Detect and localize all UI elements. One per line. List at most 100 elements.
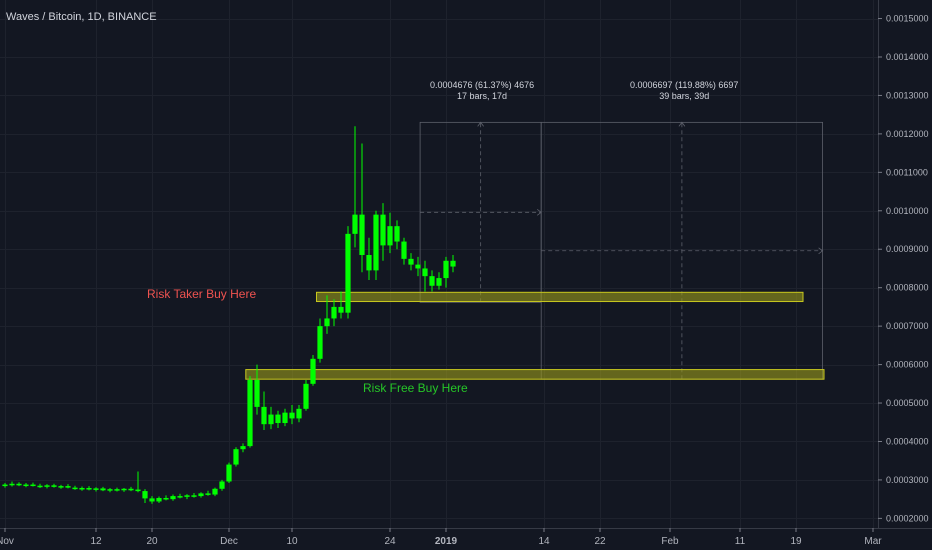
candle-body [135, 489, 141, 492]
candle-body [226, 464, 232, 482]
candle-body [65, 486, 71, 488]
candle-body [233, 449, 239, 465]
candle-body [72, 487, 78, 490]
price-tick-label: 0.0004000 [886, 436, 929, 446]
candle-body [401, 241, 407, 259]
candle-body [163, 498, 169, 500]
candle-body [37, 485, 43, 488]
time-tick-label: 12 [90, 536, 102, 547]
candle-body [30, 484, 36, 487]
candle-body [177, 496, 183, 498]
time-axis[interactable]: Nov 12 20 Dec 10 24 2019 14 22 Feb 11 19 Mar [0, 528, 882, 547]
time-tick-label: 19 [790, 536, 802, 547]
candle-body [436, 278, 442, 286]
candle-body [205, 493, 211, 495]
time-tick-label: Feb [661, 536, 679, 547]
price-tick-label: 0.0011000 [886, 167, 928, 177]
candle-body [121, 488, 127, 491]
candle-body [247, 379, 253, 447]
candle-body [450, 260, 456, 267]
candle-body [443, 260, 449, 279]
candle-body [380, 214, 386, 246]
time-tick-label: 22 [594, 536, 606, 547]
candle-body [240, 446, 246, 450]
measure-1-price: 0.0004676 (61.37%) 4676 [430, 80, 535, 90]
price-tick-label: 0.0005000 [886, 398, 929, 408]
risk-taker-label: Risk Taker Buy Here [147, 287, 257, 301]
candle-body [303, 383, 309, 409]
measure-2-bars: 39 bars, 39d [659, 91, 710, 101]
candle-body [212, 488, 218, 495]
price-tick-label: 0.0006000 [886, 360, 929, 370]
candle-body [149, 498, 155, 502]
price-tick-label: 0.0003000 [886, 475, 929, 485]
measure-2-arrow-right [818, 247, 824, 255]
candle-body [16, 483, 22, 486]
candle-body [261, 406, 267, 425]
candle-body [338, 306, 344, 313]
price-tick-label: 0.0008000 [886, 283, 929, 293]
candle-body [170, 496, 176, 500]
risk-free-label: Risk Free Buy Here [363, 381, 468, 395]
candles [2, 126, 456, 504]
measure-2-price: 0.0006697 (119.88%) 6697 [630, 80, 739, 90]
candle-body [415, 264, 421, 269]
candle-body [198, 493, 204, 497]
candle-body [9, 483, 15, 486]
candle-body [352, 214, 358, 234]
price-tick-label: 0.0014000 [886, 52, 929, 62]
candle-body [100, 488, 106, 491]
time-tick-label: 24 [384, 536, 396, 547]
time-tick-label: Nov [0, 536, 14, 547]
measure-tools [419, 121, 824, 380]
price-tick-label: 0.0013000 [886, 90, 929, 100]
measure-1-bars: 17 bars, 17d [457, 91, 508, 101]
candle-body [429, 276, 435, 286]
candle-body [114, 489, 120, 491]
candle-body [373, 214, 379, 271]
candle-body [184, 495, 190, 497]
candle-body [23, 484, 29, 487]
risk-taker-zone [316, 291, 804, 303]
candle-body [366, 255, 372, 271]
candle-body [128, 488, 134, 491]
price-tick-label: 0.0007000 [886, 321, 929, 331]
price-tick-label: 0.0012000 [886, 129, 929, 139]
measure-1-arrow-up [477, 121, 484, 127]
time-tick-label: 11 [735, 536, 746, 547]
candle-body [142, 491, 148, 499]
candle-body [310, 358, 316, 384]
price-tick-label: 0.0009000 [886, 244, 929, 254]
price-tick-label: 0.0002000 [886, 513, 929, 523]
time-tick-label: 14 [538, 536, 550, 547]
candle-body [331, 306, 337, 319]
candle-body [289, 412, 295, 419]
symbol-title: Waves / Bitcoin, 1D, BINANCE [6, 11, 157, 23]
candle-body [282, 412, 288, 424]
candle-body [324, 318, 330, 327]
candle-body [317, 326, 323, 359]
time-tick-label: Dec [220, 536, 238, 547]
candle-body [86, 488, 92, 490]
candle-body [79, 488, 85, 490]
time-tick-label: 10 [286, 536, 298, 547]
time-tick-label: Mar [864, 536, 882, 547]
candle-body [44, 485, 50, 487]
candle-body [275, 414, 281, 424]
candle-body [387, 226, 393, 246]
candle-body [296, 408, 302, 419]
candle-body [2, 484, 8, 487]
candle-body [422, 268, 428, 277]
time-tick-label: 20 [146, 536, 158, 547]
risk-free-zone [245, 369, 825, 380]
support-zones [245, 291, 825, 380]
price-axis[interactable]: 0.0015000 0.0014000 0.0013000 0.0012000 0.00… [878, 14, 929, 524]
price-tick-label: 0.0010000 [886, 206, 929, 216]
measure-2-label: 0.0006697 (119.88%) 6697 39 bars, 39d [630, 80, 738, 102]
measure-1-label: 0.0004676 (61.37%) 4676 17 bars, 17d [430, 80, 534, 102]
price-tick-label: 0.0015000 [886, 14, 929, 24]
candle-body [268, 414, 274, 425]
candle-body [58, 486, 64, 488]
candle-body [107, 489, 113, 491]
